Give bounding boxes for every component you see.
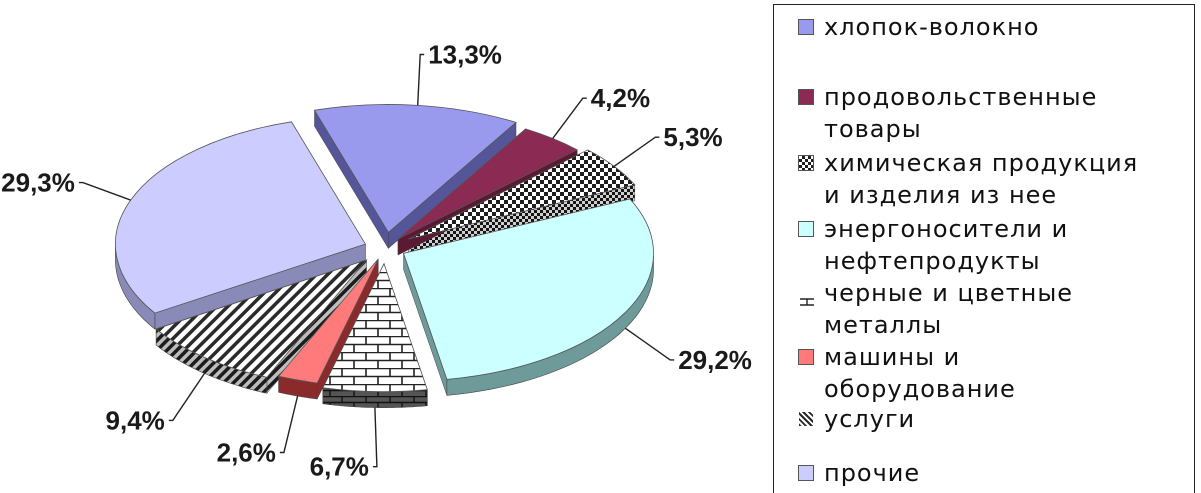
- data-label-3: 29,2%: [678, 345, 752, 375]
- legend-label: черные и цветные металлы: [824, 279, 1074, 339]
- legend-label: машины и оборудование: [824, 343, 1016, 403]
- pie-slice-6: [155, 259, 368, 378]
- legend-label: хлопок-волокно: [824, 13, 1040, 41]
- legend-swatch: [798, 411, 814, 427]
- legend-label: прочие: [824, 459, 921, 487]
- leader-line-7: [78, 181, 131, 201]
- data-label-1: 4,2%: [591, 83, 650, 113]
- legend-label: услуги: [824, 405, 916, 433]
- legend-swatch: [798, 285, 814, 306]
- leader-line-4: [372, 407, 378, 468]
- pie-chart: 13,3% 4,2% 5,3% 29,2% 6,7% 2,6% 9,4% 29,3%: [1, 40, 752, 482]
- data-label-7: 29,3%: [1, 168, 75, 198]
- pie-slice-0: [313, 104, 517, 234]
- legend-swatch: [798, 155, 814, 171]
- legend-swatch: [798, 349, 814, 365]
- legend-swatch: [798, 465, 814, 481]
- pie-slice-7: [115, 121, 367, 314]
- pie-slice-2: [408, 149, 636, 240]
- legend-swatch: [798, 19, 814, 35]
- legend-label: энергоносители и нефтепродукты: [824, 215, 1069, 275]
- leader-line-0: [417, 53, 425, 106]
- legend-label: химическая продукция и изделия из нее: [824, 149, 1139, 209]
- leader-line-2: [613, 136, 660, 167]
- data-label-2: 5,3%: [663, 122, 722, 152]
- leader-line-3: [624, 327, 675, 361]
- pie-slice-4: [322, 262, 428, 393]
- data-label-4: 6,7%: [310, 452, 369, 482]
- pie-slice-5: [277, 258, 379, 384]
- data-label-6: 9,4%: [106, 405, 165, 435]
- legend-swatch: [798, 221, 814, 237]
- leader-line-6: [168, 373, 206, 422]
- data-label-0: 13,3%: [428, 40, 502, 70]
- legend-swatch: [798, 89, 814, 105]
- pie-slice-3: [402, 198, 654, 380]
- data-label-5: 2,6%: [217, 438, 276, 468]
- chart-legend: хлопок-волокно продовольственные товары хи…: [773, 4, 1195, 493]
- leader-line-5: [279, 395, 299, 454]
- leader-line-1: [552, 97, 587, 139]
- legend-label: продовольственные товары: [824, 83, 1098, 143]
